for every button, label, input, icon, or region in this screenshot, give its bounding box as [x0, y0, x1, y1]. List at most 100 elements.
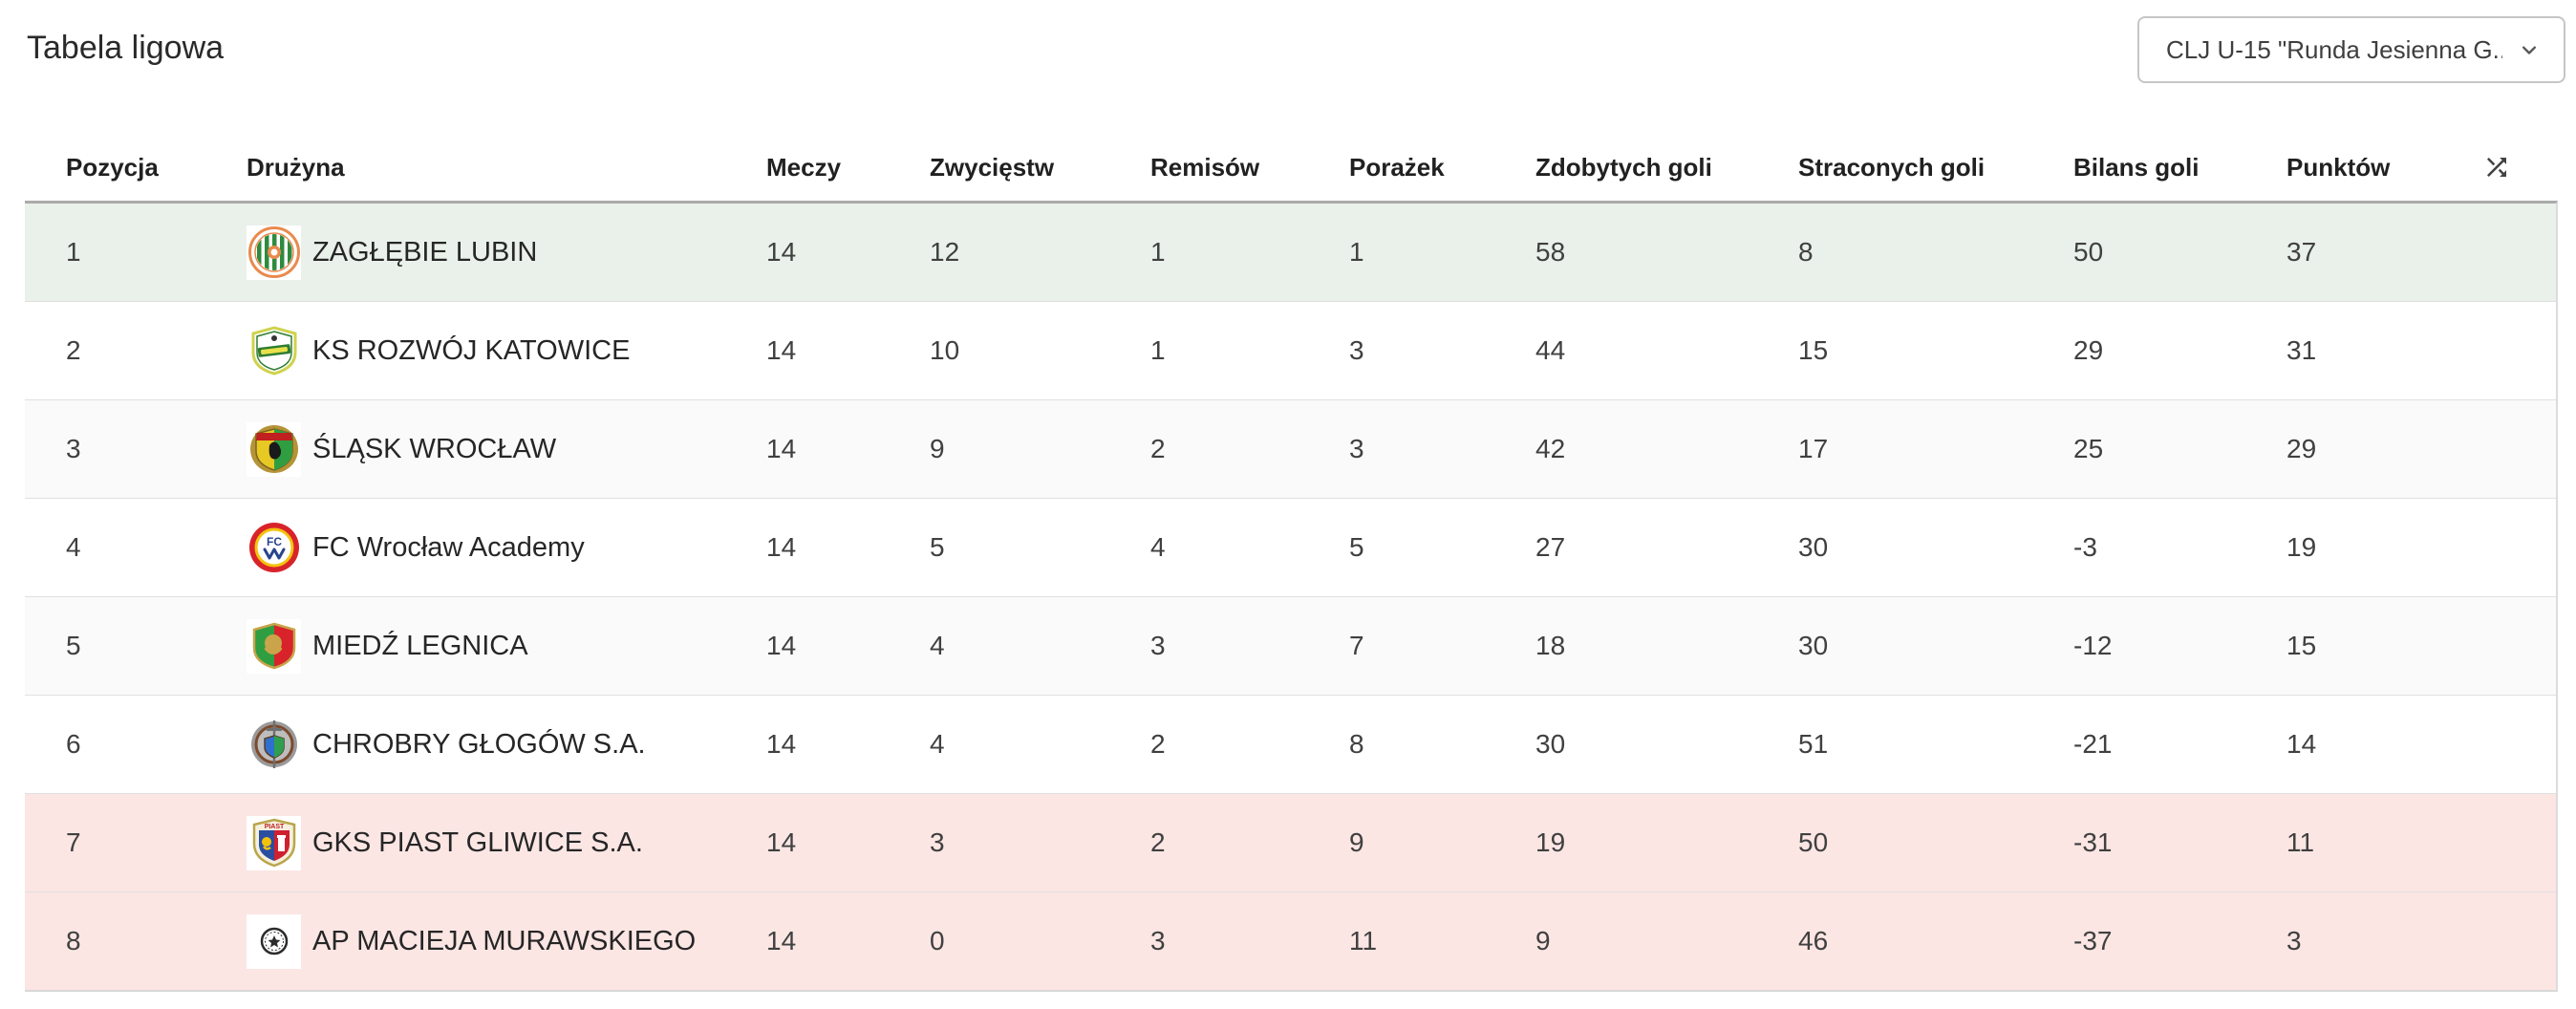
goals-for-value: 27 — [1535, 532, 1566, 562]
team-name: ZAGŁĘBIE LUBIN — [312, 236, 538, 268]
losses-value: 3 — [1349, 335, 1364, 365]
position-value: 8 — [66, 926, 81, 955]
points-value: 19 — [2286, 532, 2317, 562]
points-value: 3 — [2286, 926, 2302, 955]
header-remisow: Remisów — [1150, 152, 1260, 182]
points-value: 11 — [2286, 827, 2315, 857]
draws-value: 2 — [1150, 827, 1166, 857]
goals-against-value: 46 — [1798, 926, 1829, 955]
goal-diff-value: -21 — [2073, 729, 2113, 759]
team-badge-zaglebie-lubin-icon — [247, 225, 301, 280]
table-row-slask-wroclaw[interactable]: 3 ŚLĄSK WROCŁAW 14 9 2 3 42 17 — [25, 399, 2556, 498]
goals-against-value: 30 — [1798, 631, 1829, 660]
goals-for-value: 18 — [1535, 631, 1566, 660]
points-value: 14 — [2286, 729, 2317, 759]
position-value: 1 — [66, 237, 81, 267]
team-cell: CHROBRY GŁOGÓW S.A. — [247, 717, 766, 772]
matches-value: 14 — [766, 532, 797, 562]
goals-for-value: 9 — [1535, 926, 1551, 955]
goal-diff-value: 50 — [2073, 237, 2104, 267]
team-cell: ŚLĄSK WROCŁAW — [247, 421, 766, 477]
team-badge-ap-macieja-murawskiego-icon — [247, 913, 301, 969]
goals-against-value: 50 — [1798, 827, 1829, 857]
matches-value: 14 — [766, 631, 797, 660]
header-bilans-goli: Bilans goli — [2073, 152, 2200, 182]
team-name: KS ROZWÓJ KATOWICE — [312, 334, 631, 366]
goals-against-value: 30 — [1798, 532, 1829, 562]
goals-for-value: 19 — [1535, 827, 1566, 857]
losses-value: 5 — [1349, 532, 1364, 562]
table-header-row: Pozycja Drużyna Meczy Zwycięstw Remisów … — [25, 134, 2558, 201]
header-straconych-goli: Straconych goli — [1798, 152, 1986, 182]
team-cell: PIAST GKS PIAST GLIWICE S.A. — [247, 815, 766, 870]
losses-value: 11 — [1349, 926, 1378, 955]
team-name: ŚLĄSK WROCŁAW — [312, 433, 557, 464]
team-name: CHROBRY GŁOGÓW S.A. — [312, 728, 646, 760]
header-porazek: Porażek — [1349, 152, 1445, 182]
team-badge-slask-wroclaw-icon — [247, 421, 301, 477]
header-zdobytych-goli: Zdobytych goli — [1535, 152, 1712, 182]
wins-value: 4 — [930, 631, 945, 660]
table-row-chrobry-glogow[interactable]: 6 CHROBRY GŁOGÓW S.A. 14 4 2 8 — [25, 695, 2556, 793]
goals-for-value: 42 — [1535, 434, 1566, 463]
points-value: 37 — [2286, 237, 2317, 267]
losses-value: 3 — [1349, 434, 1364, 463]
losses-value: 8 — [1349, 729, 1364, 759]
position-value: 6 — [66, 729, 81, 759]
goal-diff-value: -31 — [2073, 827, 2113, 857]
position-value: 5 — [66, 631, 81, 660]
position-value: 2 — [66, 335, 81, 365]
goals-against-value: 8 — [1798, 237, 1814, 267]
svg-text:PIAST: PIAST — [264, 824, 284, 830]
team-badge-piast-gliwice-icon: PIAST — [247, 815, 301, 870]
goals-for-value: 44 — [1535, 335, 1566, 365]
losses-value: 1 — [1349, 237, 1364, 267]
matches-value: 14 — [766, 926, 797, 955]
wins-value: 5 — [930, 532, 945, 562]
team-cell: FC FC Wrocław Academy — [247, 520, 766, 575]
team-name: GKS PIAST GLIWICE S.A. — [312, 827, 643, 858]
page-title: Tabela ligowa — [27, 30, 225, 66]
header-zwyciestw: Zwycięstw — [930, 152, 1055, 182]
matches-value: 14 — [766, 434, 797, 463]
league-dropdown[interactable]: CLJ U-15 "Runda Jesienna G... — [2137, 16, 2565, 83]
wins-value: 12 — [930, 237, 960, 267]
matches-value: 14 — [766, 827, 797, 857]
table-row-zaglebie-lubin[interactable]: 1 — [25, 204, 2556, 301]
shuffle-icon[interactable] — [2482, 153, 2558, 182]
header-meczy: Meczy — [766, 152, 842, 182]
table-row-piast-gliwice[interactable]: 7 PIAST — [25, 793, 2556, 891]
team-badge-rozwoj-katowice-icon — [247, 323, 301, 378]
chevron-down-icon — [2516, 36, 2543, 63]
table-row-rozwoj-katowice[interactable]: 2 KS ROZWÓJ KATOWICE 14 10 1 3 44 15 — [25, 301, 2556, 399]
league-dropdown-value: CLJ U-15 "Runda Jesienna G... — [2166, 34, 2502, 64]
team-cell: ZAGŁĘBIE LUBIN — [247, 225, 766, 280]
matches-value: 14 — [766, 729, 797, 759]
wins-value: 4 — [930, 729, 945, 759]
goals-for-value: 30 — [1535, 729, 1566, 759]
draws-value: 1 — [1150, 335, 1166, 365]
position-value: 4 — [66, 532, 81, 562]
points-value: 29 — [2286, 434, 2317, 463]
team-name: AP MACIEJA MURAWSKIEGO — [312, 925, 697, 956]
table-body: 1 — [25, 201, 2558, 992]
wins-value: 0 — [930, 926, 945, 955]
draws-value: 1 — [1150, 237, 1166, 267]
team-name: FC Wrocław Academy — [312, 531, 585, 563]
points-value: 15 — [2286, 631, 2317, 660]
goal-diff-value: 25 — [2073, 434, 2104, 463]
table-row-ap-macieja-murawskiego[interactable]: 8 AP MACIEJA MURAWSKIEGO 14 0 3 11 9 46 … — [25, 891, 2556, 990]
header-druzyna: Drużyna — [247, 152, 345, 182]
goal-diff-value: 29 — [2073, 335, 2104, 365]
wins-value: 9 — [930, 434, 945, 463]
header-pozycja: Pozycja — [66, 152, 159, 182]
goal-diff-value: -12 — [2073, 631, 2113, 660]
matches-value: 14 — [766, 237, 797, 267]
table-row-miedz-legnica[interactable]: 5 MIEDŹ LEGNICA 14 — [25, 596, 2556, 695]
team-badge-fc-wroclaw-academy-icon: FC — [247, 520, 301, 575]
draws-value: 4 — [1150, 532, 1166, 562]
svg-text:FC: FC — [267, 535, 282, 548]
page-header: Tabela ligowa CLJ U-15 "Runda Jesienna G… — [0, 0, 2576, 83]
goals-against-value: 17 — [1798, 434, 1829, 463]
table-row-fc-wroclaw-academy[interactable]: 4 FC FC Wrocław Academy 14 5 4 5 27 30 -… — [25, 498, 2556, 596]
